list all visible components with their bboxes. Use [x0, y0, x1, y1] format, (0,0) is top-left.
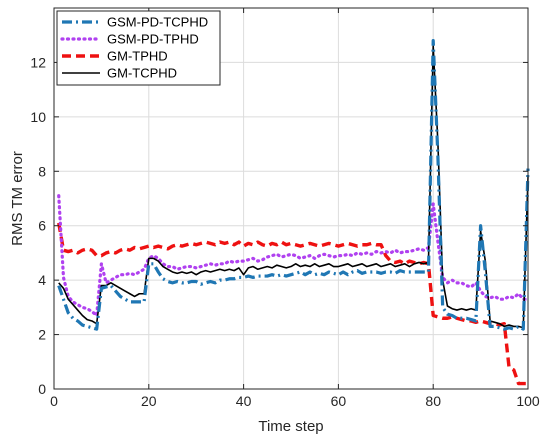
- series-line-gm-tcphd: [58, 45, 529, 329]
- x-axis-title: Time step: [258, 418, 323, 435]
- series-line-gsm-pd-tcphd: [57, 39, 530, 331]
- series-line-gm-tphd: [57, 222, 528, 386]
- x-tick-label: 100: [516, 393, 540, 409]
- x-tick-label: 40: [236, 393, 252, 409]
- y-tick-labels: 0 2 4 6 8 10 12: [30, 54, 46, 397]
- x-tick-label: 60: [331, 393, 347, 409]
- y-axis-title: RMS TM error: [9, 151, 26, 246]
- x-tick-label: 80: [425, 393, 441, 409]
- legend-label: GM-TCPHD: [107, 66, 177, 81]
- x-tick-label: 20: [141, 393, 157, 409]
- y-tick-label: 6: [38, 218, 46, 234]
- y-tick-label: 4: [38, 272, 46, 288]
- y-tick-label: 8: [38, 163, 46, 179]
- y-tick-label: 2: [38, 327, 46, 343]
- legend-label: GM-TPHD: [107, 49, 168, 64]
- legend-label: GSM-PD-TPHD: [107, 32, 199, 47]
- plot-frame: [53, 7, 529, 390]
- series-group: [57, 39, 530, 386]
- y-tick-label: 0: [38, 381, 46, 397]
- x-tick-labels: 0 20 40 60 80 100: [50, 393, 540, 409]
- series-line-gsm-pd-tphd: [57, 194, 530, 318]
- y-tick-label: 12: [30, 54, 46, 70]
- grid-lines: [53, 8, 529, 390]
- y-tick-label: 10: [30, 109, 46, 125]
- legend: GSM-PD-TCPHD GSM-PD-TPHD GM-TPHD GM-TCPHD: [56, 10, 221, 86]
- legend-label: GSM-PD-TCPHD: [107, 15, 208, 30]
- x-tick-label: 0: [50, 393, 58, 409]
